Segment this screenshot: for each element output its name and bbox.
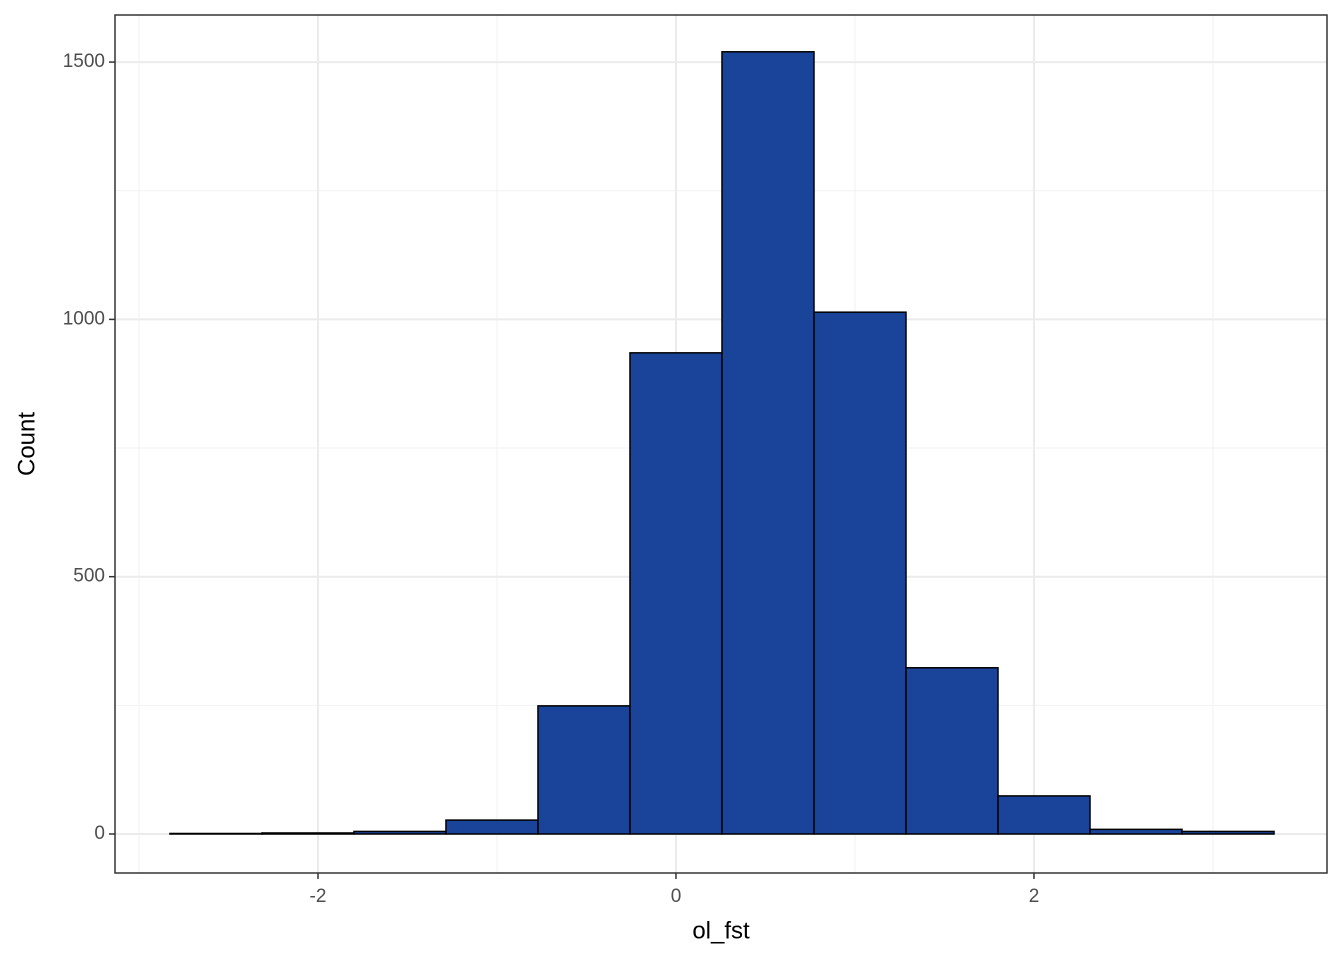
bar: [905, 667, 999, 835]
bar: [629, 352, 723, 835]
y-tick-label: 1000: [63, 308, 105, 329]
bar: [261, 832, 355, 835]
bar: [1181, 830, 1275, 835]
x-axis-title: ol_fst: [692, 917, 750, 944]
bar: [445, 819, 539, 835]
y-axis-title: Count: [13, 412, 40, 476]
x-tick-label: 0: [671, 886, 682, 907]
y-tick-label: 1500: [63, 51, 105, 72]
y-tick-label: 0: [94, 823, 105, 844]
x-tick-label: -2: [310, 886, 327, 907]
bar: [169, 832, 263, 835]
y-tick-label: 500: [73, 566, 105, 587]
bar: [1089, 828, 1183, 835]
bar: [537, 705, 631, 835]
panel-border: [114, 14, 1328, 874]
bar: [353, 830, 447, 835]
bar: [721, 51, 815, 835]
x-tick-label: 2: [1029, 886, 1040, 907]
bar: [997, 795, 1091, 835]
bar: [813, 311, 907, 835]
